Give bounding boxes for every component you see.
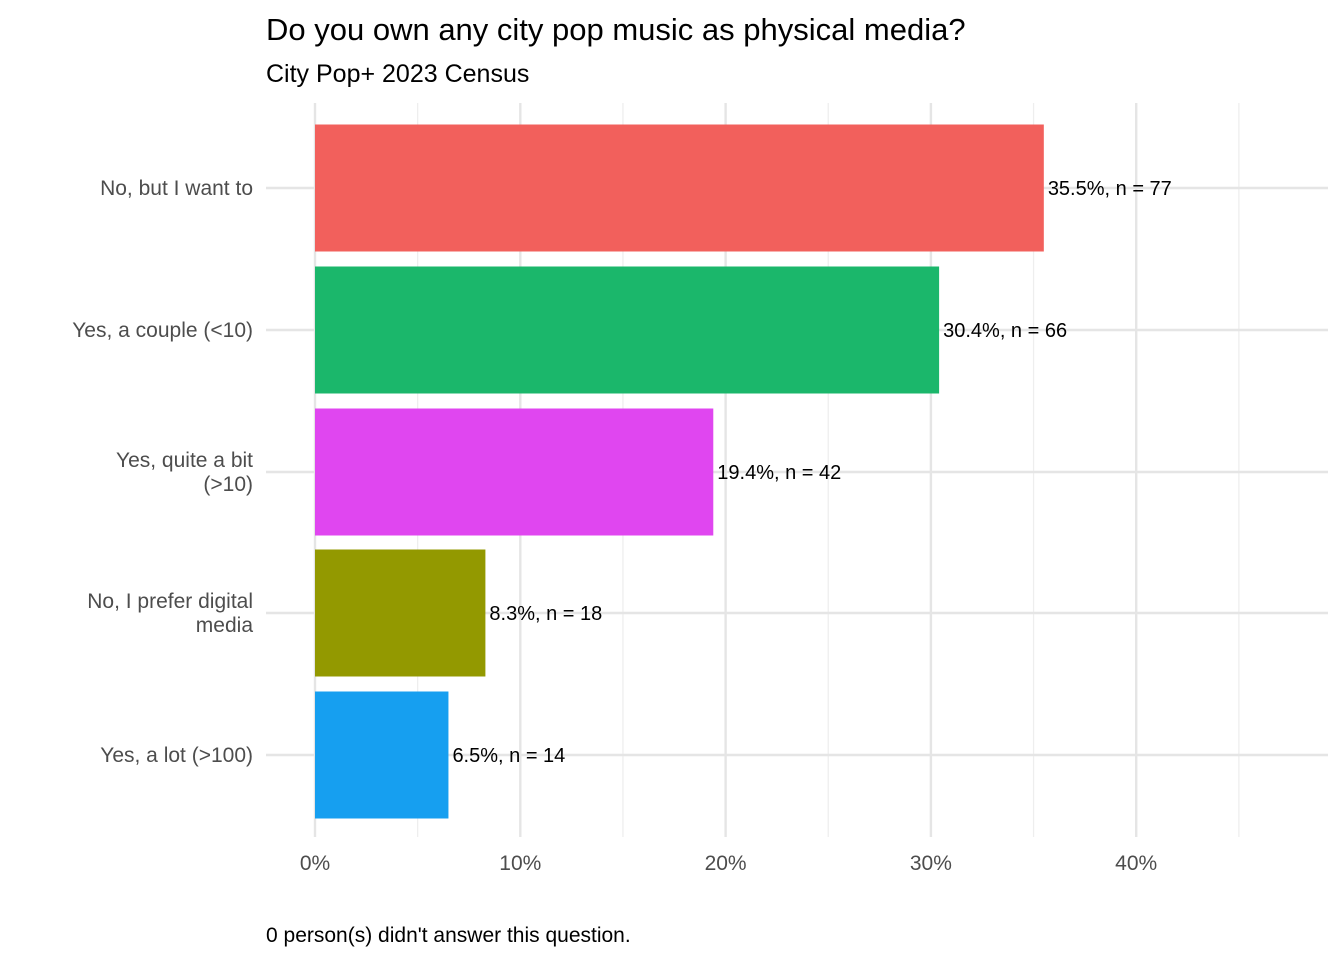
x-tick-label-1: 10% [499, 852, 541, 875]
y-axis-label-3: No, I prefer digital media [87, 590, 253, 637]
x-axis-labels: 0% 10% 20% 30% 40% [300, 852, 1157, 875]
x-tick-label-3: 30% [910, 852, 952, 875]
data-label-4: 6.5%, n = 14 [452, 745, 565, 767]
y-axis-label-line: Yes, quite a bit [116, 449, 253, 472]
data-label-2: 19.4%, n = 42 [717, 462, 841, 484]
bar-3 [315, 549, 486, 677]
bar-1 [315, 266, 940, 394]
x-tick-label-2: 20% [705, 852, 747, 875]
data-label-3: 8.3%, n = 18 [489, 603, 602, 625]
data-label-0: 35.5%, n = 77 [1048, 178, 1172, 200]
y-axis-label-line: (>10) [203, 473, 253, 496]
bar-0 [315, 124, 1044, 252]
bars [315, 124, 1044, 819]
x-tick-label-4: 40% [1115, 852, 1157, 875]
chart-subtitle: City Pop+ 2023 Census [266, 60, 529, 88]
x-tick-label-0: 0% [300, 852, 330, 875]
y-axis-label-line: No, I prefer digital [87, 590, 253, 613]
chart-caption: 0 person(s) didn't answer this question. [266, 924, 631, 947]
bar-2 [315, 408, 714, 536]
y-axis-label-4: Yes, a lot (>100) [100, 744, 253, 767]
data-label-1: 30.4%, n = 66 [943, 320, 1067, 342]
y-axis-label-line: media [196, 614, 254, 637]
y-axis-label-line: Yes, a lot (>100) [100, 744, 253, 767]
y-axis-label-1: Yes, a couple (<10) [72, 319, 253, 342]
y-axis-label-line: No, but I want to [100, 177, 253, 200]
chart-title: Do you own any city pop music as physica… [266, 12, 966, 47]
y-axis-label-0: No, but I want to [100, 177, 253, 200]
y-axis-labels: No, but I want to Yes, a couple (<10) Yes,… [72, 177, 253, 767]
y-axis-label-line: Yes, a couple (<10) [72, 319, 253, 342]
bar-4 [315, 691, 449, 819]
data-labels: 35.5%, n = 77 30.4%, n = 66 19.4%, n = 42 8… [452, 178, 1171, 767]
y-axis-label-2: Yes, quite a bit (>10) [116, 449, 253, 496]
